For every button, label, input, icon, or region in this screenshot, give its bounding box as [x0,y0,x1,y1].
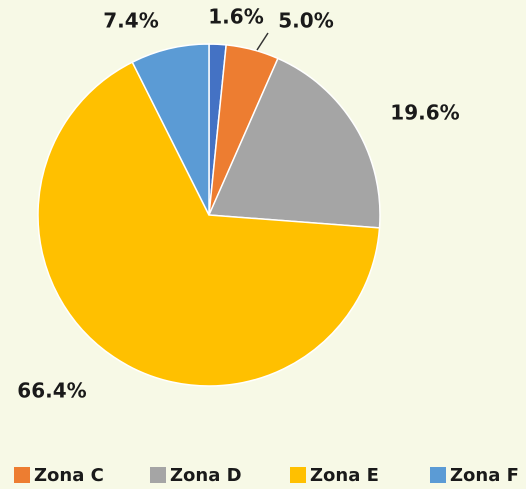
legend-swatch [14,467,30,483]
legend-label: Zona F [450,465,519,486]
data-label: 7.4% [103,9,158,33]
legend-swatch [290,467,306,483]
pie-slice [37,61,381,387]
pie-slice [207,57,381,229]
data-label: 5.0% [278,9,333,33]
legend-label: Zona E [310,465,379,486]
leader-line [256,32,269,51]
data-label: 66.4% [17,379,86,403]
legend-label: Zona D [170,465,242,486]
legend-swatch [150,467,166,483]
legend-label: Zona C [34,465,104,486]
legend-swatch [430,467,446,483]
pie-slice [131,43,210,216]
data-label: 19.6% [390,101,459,125]
data-label: 1.6% [208,5,263,29]
